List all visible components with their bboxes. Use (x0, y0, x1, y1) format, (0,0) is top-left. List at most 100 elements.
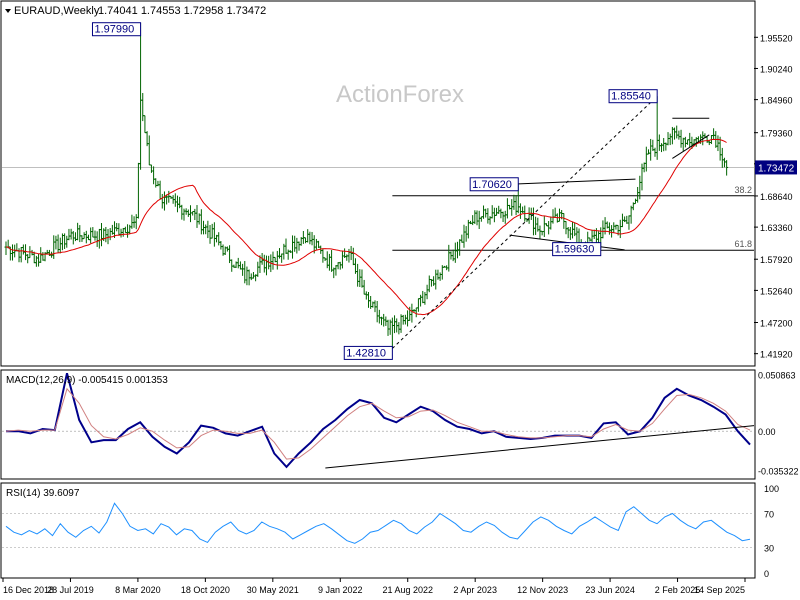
price-bar (193, 208, 197, 221)
price-bar (679, 129, 683, 148)
price-bar (251, 272, 255, 279)
price-axis-label: 1.47200 (760, 319, 793, 329)
price-bar (438, 272, 442, 281)
price-bar (453, 242, 457, 263)
price-bar (65, 235, 69, 248)
price-axis-label: 1.63360 (760, 223, 793, 233)
price-annotation-box (552, 242, 602, 257)
price-bar (186, 209, 190, 217)
price-bar (447, 244, 451, 272)
dropdown-triangle-icon[interactable] (5, 9, 11, 13)
price-bar (54, 235, 58, 250)
price-bar (115, 222, 119, 232)
time-axis-label: 12 Nov 2023 (517, 585, 568, 595)
price-annotation: 1.59630 (552, 242, 602, 257)
time-axis-label: 18 Oct 2020 (181, 585, 230, 595)
price-bar (553, 207, 557, 218)
price-bar (189, 205, 192, 223)
price-axis-label: 1.57920 (760, 255, 793, 265)
price-bar (245, 266, 249, 286)
price-bar (662, 137, 666, 152)
price-bar (486, 208, 490, 224)
rsi-axis-label: 0 (764, 569, 769, 579)
time-axis-label: 14 Sep 2025 (694, 585, 745, 595)
price-annotation-label: 1.85540 (611, 91, 651, 103)
macd-layer: 0.050863 0.00 -0.035322 (2, 370, 799, 477)
macd-trendline (325, 425, 755, 469)
price-bar (143, 115, 147, 134)
last-price-box (755, 160, 797, 175)
price-bar (366, 291, 370, 308)
price-axis: 1.955201.902401.849601.793601.740801.686… (754, 33, 797, 360)
price-annotation-label: 1.70620 (472, 179, 512, 191)
price-bar (390, 317, 394, 349)
price-axis-label: 1.79360 (760, 129, 793, 139)
price-bar (295, 237, 299, 254)
price-bar (479, 216, 483, 222)
time-axis-label: 16 Dec 2018 (3, 585, 54, 595)
price-annotation-box (608, 89, 658, 104)
price-bar (414, 307, 418, 318)
price-bar (310, 231, 314, 246)
price-annotation-box (91, 22, 142, 37)
price-bar (4, 241, 8, 256)
price-bar (162, 191, 166, 211)
chart-symbol-label: EURAUD,Weekly (14, 5, 100, 17)
macd-axis-label: 0.050863 (758, 370, 796, 380)
price-bar (291, 235, 295, 259)
price-bar (128, 224, 132, 235)
price-bar (97, 228, 101, 249)
price-bar (78, 225, 82, 243)
price-bar (24, 244, 28, 261)
price-panel-frame (0, 0, 756, 367)
price-bar (406, 310, 410, 327)
price-bar (460, 234, 464, 243)
price-bar (149, 164, 153, 173)
price-bar (377, 309, 381, 324)
price-bar (321, 248, 325, 263)
price-bar (427, 275, 431, 293)
price-bar (510, 199, 514, 216)
price-bar (514, 195, 518, 216)
price-bar (58, 237, 62, 254)
price-bar (52, 235, 56, 259)
price-bar (277, 248, 281, 259)
price-bar (549, 216, 553, 230)
rsi-axis-label: 100 (764, 484, 779, 494)
price-bar (629, 205, 633, 224)
price-bar (356, 263, 360, 287)
time-axis-label: 30 May 2021 (247, 585, 299, 595)
price-bar (399, 314, 403, 333)
price-bar (208, 225, 212, 244)
price-bar (725, 160, 729, 176)
price-bar (618, 219, 622, 239)
price-bar (505, 198, 509, 219)
price-bar (212, 222, 216, 247)
price-bar (63, 233, 67, 249)
macd-axis-label: 0.00 (758, 427, 776, 437)
price-bar (130, 214, 134, 229)
price-bar (375, 301, 379, 323)
price-bar (720, 147, 724, 168)
price-bar (280, 253, 284, 263)
price-bar (76, 222, 80, 241)
macd-title: MACD(12,26,9) -0.005415 0.001353 (6, 375, 168, 386)
price-axis-label: 1.41920 (760, 350, 793, 360)
time-axis-label: 2 Feb 2025 (655, 585, 701, 595)
price-bar (249, 273, 253, 281)
price-annotation: 1.42810 (343, 345, 393, 360)
price-axis-label: 1.84960 (760, 96, 793, 106)
price-annotation: 1.70620 (469, 177, 519, 192)
price-bar (649, 138, 653, 161)
price-bar (69, 228, 73, 240)
price-bar (501, 211, 505, 222)
price-bar (612, 222, 616, 233)
price-bar (119, 228, 123, 238)
price-annotation: 1.85540 (608, 89, 658, 104)
macd-signal-line (5, 387, 751, 460)
price-bar (123, 226, 127, 234)
price-bar (473, 210, 477, 224)
price-bar (308, 231, 312, 245)
